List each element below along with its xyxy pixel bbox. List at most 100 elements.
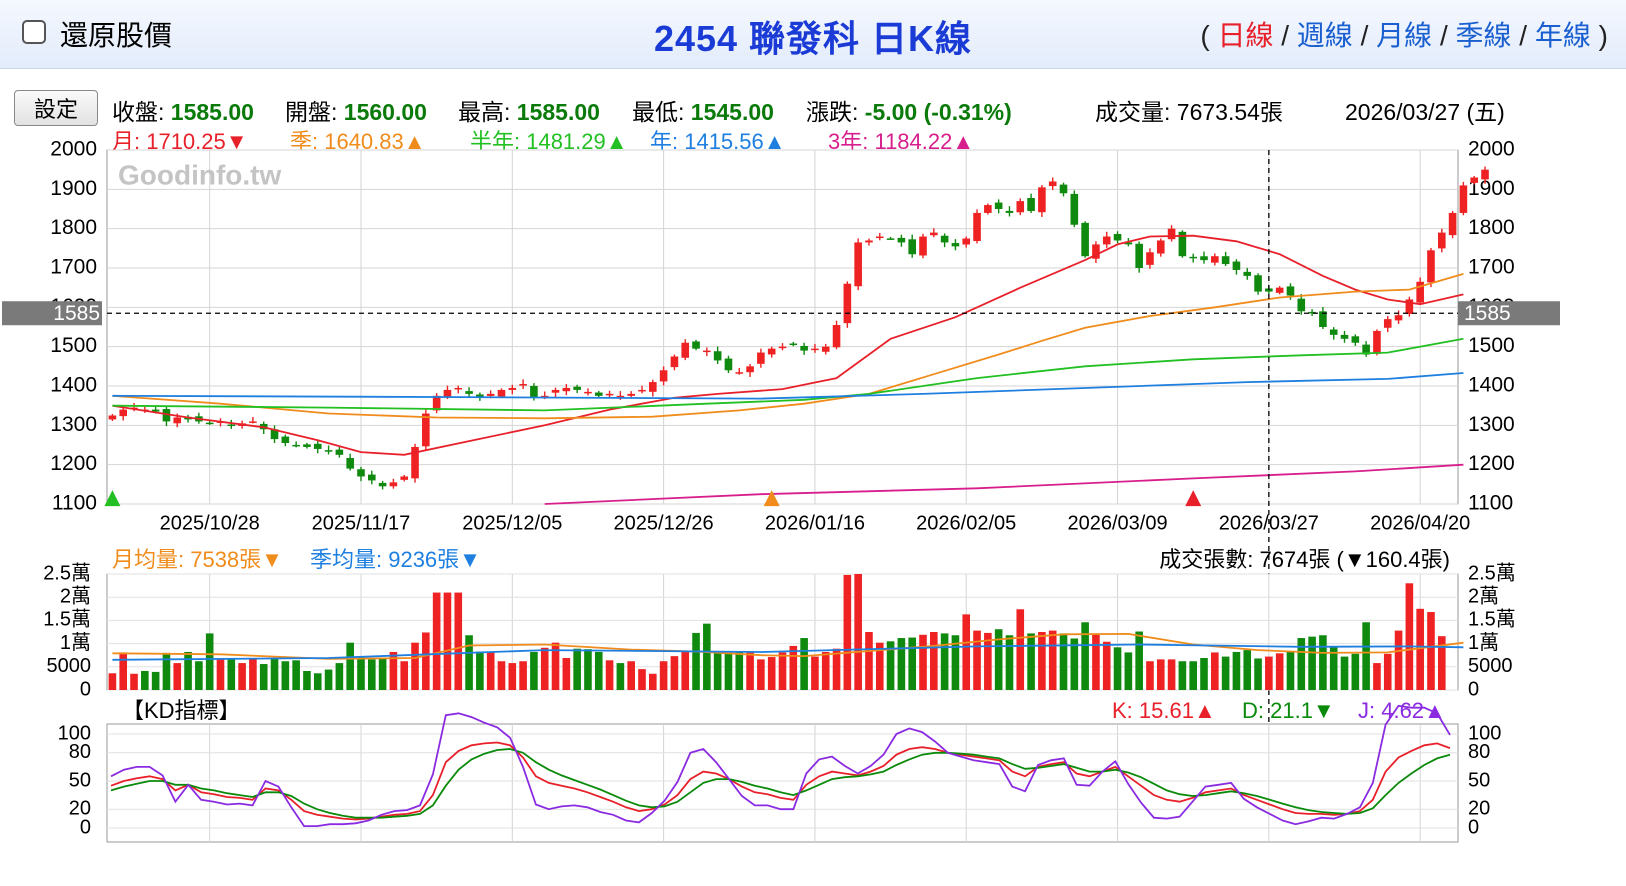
volume-bar (443, 592, 452, 690)
volume-bar (1135, 631, 1143, 690)
candle-body (227, 424, 236, 427)
quote-volume: 成交量: 7673.54張 (1095, 99, 1283, 125)
restore-price-checkbox[interactable] (22, 20, 46, 44)
candle-body (1135, 243, 1143, 268)
kd-y-tick-left: 20 (69, 797, 91, 819)
volume-bar (162, 652, 171, 690)
x-tick-label: 2025/10/28 (160, 512, 260, 534)
price-y-tick-left: 1200 (50, 452, 97, 475)
candle-body (422, 413, 430, 447)
candle-body (757, 352, 765, 364)
volume-y-tick-left: 1.5萬 (43, 608, 91, 631)
quote-low: 最低: 1545.00 (632, 99, 774, 125)
volume-bar (984, 632, 992, 690)
volume-bar (713, 652, 722, 690)
volume-bar (1146, 661, 1154, 690)
candle-body (411, 446, 419, 479)
candle-body (713, 351, 722, 361)
candle-body (616, 395, 625, 398)
x-tick-label: 2026/01/16 (765, 512, 865, 534)
watermark: Goodinfo.tw (118, 159, 282, 190)
page-title: 2454 聯發科 日K線 (653, 18, 973, 59)
candle-body (1351, 336, 1360, 343)
settings-button[interactable]: 設定 (14, 90, 98, 126)
volume-bar (865, 632, 873, 690)
candle-body (1362, 344, 1370, 355)
candle-body (1178, 231, 1187, 257)
candle-body (151, 409, 160, 412)
volume-bar (584, 649, 592, 690)
candle-body (1319, 311, 1327, 327)
period-day-link[interactable]: 日線 (1217, 20, 1274, 51)
candle-body (1211, 256, 1219, 263)
price-y-tick-left: 1400 (50, 374, 97, 397)
candle-body (1286, 286, 1295, 296)
candle-body (854, 242, 862, 287)
volume-bar (962, 614, 971, 690)
candle-body (324, 450, 333, 452)
period-week-link[interactable]: 週線 (1296, 20, 1353, 51)
volume-bar (746, 652, 754, 690)
candle-body (281, 436, 290, 444)
kd-y-tick-left: 100 (58, 722, 91, 744)
price-y-tick-left: 2000 (50, 138, 97, 161)
signal-triangle (1185, 490, 1202, 507)
candle-body (594, 392, 603, 396)
kd-d-legend: D: 21.1▼ (1242, 698, 1335, 723)
candle-body (1427, 250, 1435, 283)
candle-body (1189, 256, 1198, 259)
candle-body (930, 232, 938, 236)
price-y-tick-right: 1700 (1468, 256, 1515, 279)
quote-change: 漲跌: -5.00 (-0.31%) (806, 99, 1012, 125)
volume-y-tick-right: 2.5萬 (1468, 561, 1516, 584)
period-quarter-link[interactable]: 季線 (1455, 20, 1512, 51)
volume-bar (854, 574, 862, 690)
period-year-link[interactable]: 年線 (1534, 20, 1591, 51)
candle-body (703, 350, 711, 353)
candle-body (832, 325, 841, 348)
candle-body (573, 386, 581, 390)
candle-body (508, 387, 517, 390)
candle-body (994, 202, 1003, 209)
kd-y-tick-left: 0 (80, 816, 91, 838)
x-tick-label: 2026/04/20 (1370, 512, 1470, 534)
volume-bar (1362, 622, 1370, 690)
volume-bar (1016, 609, 1025, 690)
period-month-link[interactable]: 月線 (1376, 20, 1433, 51)
candle-body (497, 389, 506, 397)
volume-bar (238, 663, 246, 690)
candle-body (1156, 240, 1165, 254)
candle-body (789, 343, 798, 346)
candle-body (1167, 228, 1176, 240)
volume-avg-line-月均量 (112, 632, 1464, 660)
price-y-tick-left: 1500 (50, 334, 97, 357)
volume-bar (1167, 659, 1176, 690)
candle-body (1221, 256, 1230, 265)
volume-bar (1254, 658, 1262, 690)
volume-bar (1373, 663, 1381, 690)
ma-line-年 (112, 372, 1464, 400)
volume-bar (1275, 653, 1284, 690)
ma-line-月 (112, 234, 1464, 456)
volume-bar (281, 661, 290, 690)
candle-body (886, 238, 895, 240)
volume-bar (973, 630, 981, 690)
volume-bar (735, 652, 744, 690)
volume-bar (367, 659, 376, 690)
volume-bar (1102, 641, 1111, 690)
volume-bar (1351, 653, 1360, 690)
price-tag-right: 1585 (1464, 302, 1511, 325)
restore-price-label[interactable]: 還原股價 (60, 20, 173, 51)
volume-bar (951, 635, 960, 690)
volume-bar (800, 638, 808, 690)
candle-body (1470, 177, 1479, 183)
candle-body (778, 346, 787, 349)
candle-body (1038, 187, 1046, 213)
candle-body (1005, 210, 1014, 213)
volume-bar (1124, 652, 1133, 690)
quote-date: 2026/03/27 (五) (1345, 99, 1505, 125)
candle-body (659, 370, 668, 382)
candle-body (465, 391, 473, 394)
candle-body (454, 387, 463, 390)
